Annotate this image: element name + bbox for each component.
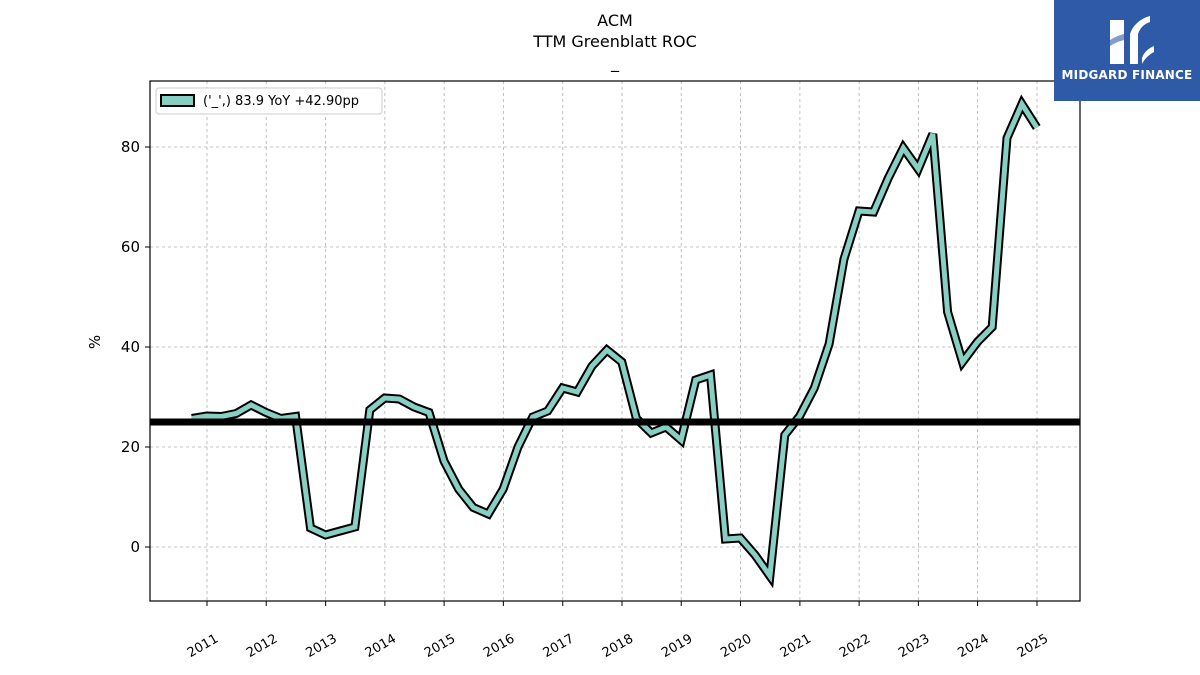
data-point xyxy=(858,210,860,212)
data-point xyxy=(443,460,445,462)
legend-box xyxy=(155,87,383,115)
chart-subtitle: _ xyxy=(611,53,619,72)
data-point xyxy=(398,398,400,400)
data-point xyxy=(606,349,608,351)
data-point xyxy=(917,168,919,170)
data-point xyxy=(962,361,963,363)
chart-title-metric: TTM Greenblatt ROC xyxy=(533,32,697,51)
data-point xyxy=(813,387,815,389)
y-tick-label: 80 xyxy=(121,138,140,156)
plot-frame xyxy=(149,80,1081,602)
data-point xyxy=(799,415,801,417)
data-point xyxy=(724,538,726,540)
data-point xyxy=(250,404,252,406)
x-tick-label: 2025 xyxy=(1015,631,1051,661)
data-point xyxy=(369,409,371,411)
data-point xyxy=(621,361,623,363)
data-point xyxy=(310,527,311,529)
data-point xyxy=(1006,137,1008,139)
data-point xyxy=(517,446,519,448)
data-point xyxy=(932,133,934,135)
x-tick-label: 2013 xyxy=(303,631,339,661)
data-point xyxy=(591,365,593,367)
data-point xyxy=(354,526,356,528)
x-tick-label: 2020 xyxy=(718,631,754,661)
data-point xyxy=(665,426,667,428)
x-tick-label: 2015 xyxy=(422,631,458,661)
data-point xyxy=(680,439,682,441)
data-point xyxy=(325,534,326,536)
data-point xyxy=(235,413,237,414)
y-tick-label: 20 xyxy=(121,438,140,456)
data-point xyxy=(873,211,875,213)
data-point xyxy=(887,177,889,179)
data-point xyxy=(339,530,341,532)
x-tick-label: 2016 xyxy=(481,631,517,661)
data-point xyxy=(576,391,578,393)
data-point xyxy=(828,343,830,345)
data-point xyxy=(843,258,845,260)
legend-entry: ('_',) 83.9 YoY +42.90pp xyxy=(203,94,359,109)
series-group xyxy=(191,94,1041,589)
data-point xyxy=(502,488,504,490)
y-axis-label: % xyxy=(86,335,104,349)
data-point xyxy=(769,575,771,577)
y-tick-label: 40 xyxy=(121,338,140,356)
data-point xyxy=(220,416,222,417)
x-tick-label: 2012 xyxy=(244,631,280,661)
series-line xyxy=(191,98,1039,583)
data-point xyxy=(739,537,741,539)
x-tick-label: 2018 xyxy=(600,631,636,661)
brand-mark-icon xyxy=(1104,16,1154,64)
y-tick-label: 60 xyxy=(121,238,140,256)
data-point xyxy=(902,147,904,149)
data-point xyxy=(754,554,756,556)
data-point xyxy=(1036,127,1038,128)
data-point xyxy=(487,513,489,515)
data-point xyxy=(413,406,415,408)
data-point xyxy=(976,341,978,343)
x-tick-label: 2011 xyxy=(185,631,221,661)
data-point xyxy=(458,488,460,490)
data-point xyxy=(650,432,652,434)
data-point xyxy=(1021,103,1023,105)
brand-name: MIDGARD FINANCE xyxy=(1061,68,1193,82)
data-point xyxy=(710,374,711,376)
y-tick-label: 0 xyxy=(130,538,140,556)
grid-lines xyxy=(150,81,1080,601)
data-point xyxy=(295,416,297,417)
legend-swatch xyxy=(160,94,195,107)
x-tick-label: 2019 xyxy=(659,631,695,661)
data-point xyxy=(547,410,549,412)
data-point xyxy=(472,507,474,508)
data-point xyxy=(384,397,386,399)
data-point xyxy=(991,326,993,328)
x-tick-label: 2023 xyxy=(896,631,932,661)
x-tick-label: 2014 xyxy=(363,631,399,661)
x-tick-label: 2024 xyxy=(955,631,991,661)
data-point xyxy=(784,434,786,436)
data-point xyxy=(695,379,697,381)
data-point xyxy=(532,416,534,418)
data-point xyxy=(428,412,430,413)
chart-title-ticker: ACM xyxy=(597,11,633,30)
x-tick-label: 2021 xyxy=(778,631,814,661)
data-point xyxy=(206,415,208,417)
y-axis-ticks: 0 20 40 60 80 xyxy=(121,138,150,556)
data-point xyxy=(265,412,267,413)
x-tick-label: 2017 xyxy=(541,631,577,661)
x-tick-label: 2022 xyxy=(837,631,873,661)
x-axis-ticks: 2011 2012 2013 2014 2015 2016 2017 2018 2019 2020… xyxy=(185,601,1051,661)
series-line-outline xyxy=(191,94,1041,589)
brand-logo: MIDGARD FINANCE xyxy=(1054,0,1200,101)
chart-titles: ACM TTM Greenblatt ROC _ xyxy=(0,10,1200,73)
legend: ('_',) 83.9 YoY +42.90pp xyxy=(155,87,383,115)
data-point xyxy=(947,311,949,313)
data-point xyxy=(562,387,564,389)
